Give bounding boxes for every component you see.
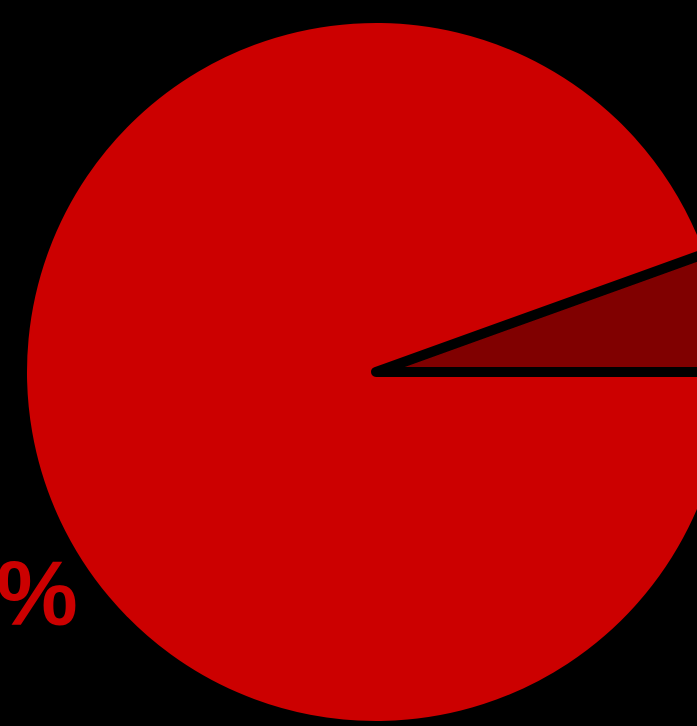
- pie-slices: [17, 13, 697, 726]
- percent-label: %: [0, 543, 78, 645]
- pie-slice-1: [17, 13, 697, 726]
